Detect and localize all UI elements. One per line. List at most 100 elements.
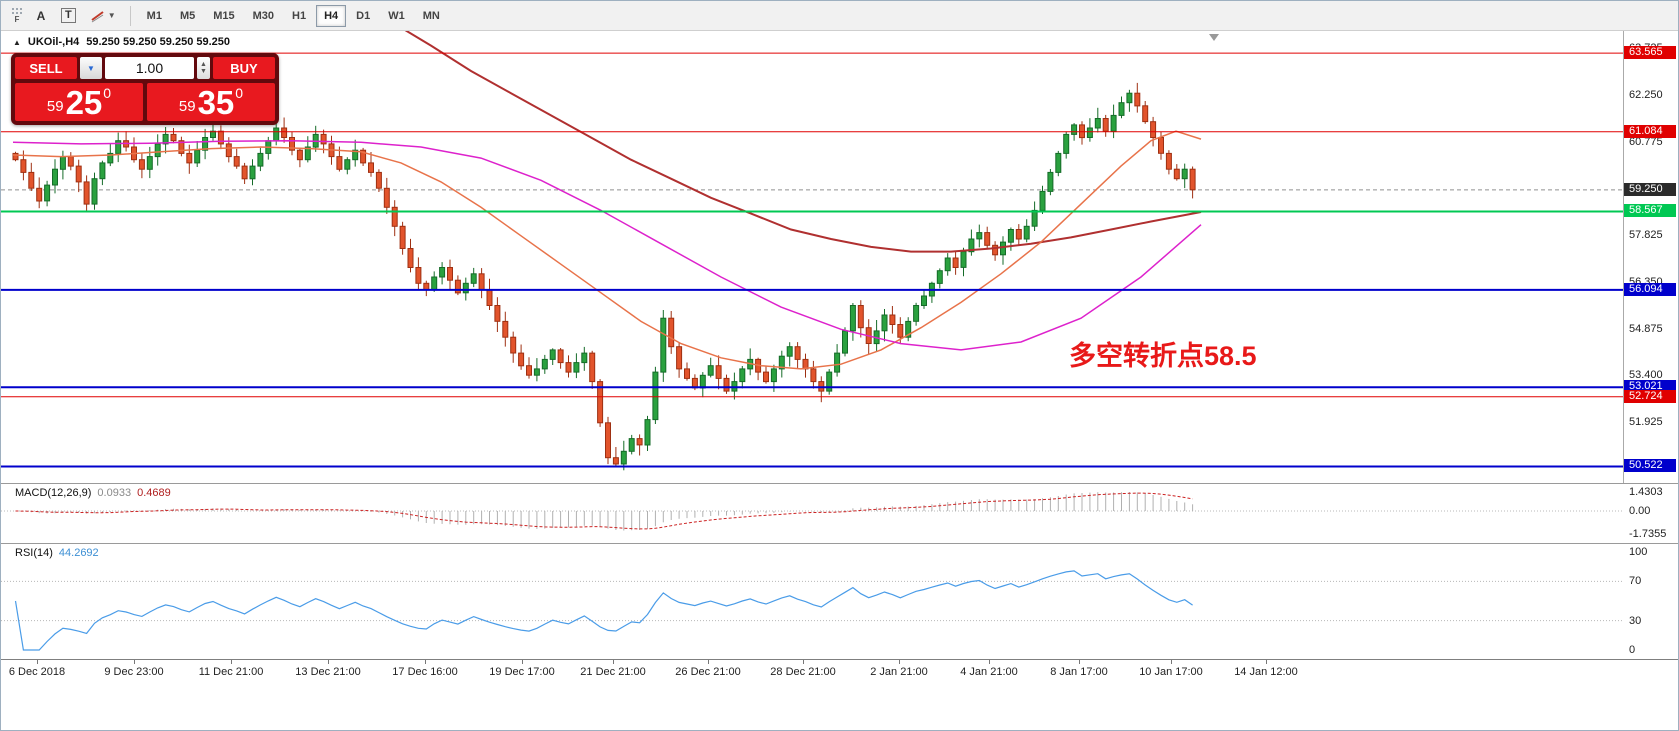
price-level-badge: 61.084 xyxy=(1624,124,1676,138)
slow-ma-red xyxy=(404,31,1202,253)
time-axis[interactable]: 6 Dec 2018 9 Dec 23:00 11 Dec 21:00 13 Dec … xyxy=(1,659,1678,683)
time-axis-label: 13 Dec 21:00 xyxy=(295,666,361,678)
price-axis-label: 60.775 xyxy=(1629,135,1663,148)
price-level-badge: 58.567 xyxy=(1624,204,1676,218)
toolbar: F A T ▼ M1 M5 M15 M30 H1 H4 D1 W1 MN xyxy=(1,1,1678,31)
macd-name: MACD(12,26,9) xyxy=(15,487,92,499)
chart-ohlc-header: ▲ UKOil-,H4 59.250 59.250 59.250 59.250 xyxy=(13,36,230,48)
time-axis-tick xyxy=(1266,660,1267,664)
one-click-trade-panel: SELL ▼ 1.00 ▲ ▼ BUY 59 25 0 xyxy=(11,53,279,125)
line-studies-tool[interactable]: ▼ xyxy=(84,5,122,27)
buy-price-sup: 0 xyxy=(235,85,244,101)
timeframe-button-M30[interactable]: M30 xyxy=(245,5,282,27)
macd-axis-label: 0.00 xyxy=(1629,505,1651,517)
candlestick-canvas[interactable] xyxy=(1,31,1623,483)
chart-annotation-text: 多空转折点58.5 xyxy=(1069,341,1257,371)
buy-price-pips: 35 xyxy=(197,83,235,121)
timeframe-button-H1[interactable]: H1 xyxy=(284,5,314,27)
timeframe-button-W1[interactable]: W1 xyxy=(380,5,413,27)
chevron-down-icon: ▼ xyxy=(107,11,116,20)
price-level-badge: 56.094 xyxy=(1624,282,1676,296)
toolbar-drag-handle[interactable]: F xyxy=(7,5,27,27)
spinner-down-icon[interactable]: ▼ xyxy=(200,68,207,75)
time-axis-label: 17 Dec 16:00 xyxy=(392,666,458,678)
time-axis-tick xyxy=(522,660,523,664)
macd-axis-label: -1.7355 xyxy=(1629,528,1667,541)
toolbar-separator xyxy=(129,5,131,26)
volume-value: 1.00 xyxy=(135,60,164,76)
timeframe-button-M15[interactable]: M15 xyxy=(205,5,242,27)
rsi-name: RSI(14) xyxy=(15,547,53,559)
volume-spinner[interactable]: ▲ ▼ xyxy=(197,57,210,79)
sell-price-pips: 25 xyxy=(65,83,103,121)
time-axis-label: 8 Jan 17:00 xyxy=(1050,666,1108,678)
toolbar-handle-label: F xyxy=(14,15,20,24)
timeframe-button-H4[interactable]: H4 xyxy=(316,4,347,27)
buy-price-main: 59 xyxy=(178,98,196,115)
buy-button[interactable]: BUY xyxy=(213,57,275,79)
time-axis-label: 10 Jan 17:00 xyxy=(1139,666,1203,678)
timeframe-button-D1[interactable]: D1 xyxy=(348,5,378,27)
chart-shift-marker xyxy=(1209,34,1219,41)
time-axis-tick xyxy=(899,660,900,664)
rsi-canvas[interactable] xyxy=(1,544,1623,659)
macd-signal-value: 0.4689 xyxy=(137,487,171,499)
price-level-badge: 52.724 xyxy=(1624,389,1676,403)
text-annotation-tool[interactable]: A xyxy=(29,5,53,27)
price-axis-border xyxy=(1623,31,1624,659)
price-axis-label: 57.825 xyxy=(1629,229,1663,241)
time-axis-tick xyxy=(37,660,38,664)
sell-price-display[interactable]: 59 25 0 xyxy=(15,83,143,121)
timeframe-button-M5[interactable]: M5 xyxy=(172,5,203,27)
time-axis-tick xyxy=(1171,660,1172,664)
trendline-icon xyxy=(91,10,104,22)
symbol-timeframe-label: UKOil-,H4 xyxy=(27,36,80,48)
dropdown-arrow-icon: ▼ xyxy=(87,63,95,73)
time-axis-label: 6 Dec 2018 xyxy=(8,666,66,678)
price-axis-label: 54.875 xyxy=(1629,322,1663,335)
volume-input[interactable]: 1.00 xyxy=(105,57,194,79)
sell-button[interactable]: SELL xyxy=(15,57,77,79)
price-level-badge: 63.565 xyxy=(1624,46,1676,60)
rsi-line xyxy=(14,570,1193,651)
timeframe-button-M1[interactable]: M1 xyxy=(139,5,170,27)
time-axis-tick xyxy=(803,660,804,664)
rsi-axis-label: 70 xyxy=(1629,575,1642,588)
time-axis-label: 2 Jan 21:00 xyxy=(870,666,928,678)
slow-ma-magenta xyxy=(12,139,1202,351)
spinner-up-icon[interactable]: ▲ xyxy=(200,61,207,68)
mid-ma-orange xyxy=(12,130,1202,370)
time-axis-tick xyxy=(134,660,135,664)
price-axis-label: 62.250 xyxy=(1629,88,1663,101)
macd-histogram xyxy=(22,492,1194,531)
time-axis-tick xyxy=(231,660,232,664)
rsi-axis-label: 0 xyxy=(1629,644,1636,656)
volume-dropdown[interactable]: ▼ xyxy=(80,57,102,79)
timeframe-button-MN[interactable]: MN xyxy=(415,5,448,27)
macd-canvas[interactable] xyxy=(1,484,1623,543)
macd-main-value: 0.0933 xyxy=(97,487,132,499)
text-label-tool[interactable]: T xyxy=(55,5,82,27)
time-axis-label: 26 Dec 21:00 xyxy=(675,666,741,678)
macd-panel[interactable]: MACD(12,26,9) 0.0933 0.4689 1.4303 0.00 -1… xyxy=(1,483,1678,543)
price-level-badge: 59.250 xyxy=(1624,182,1676,196)
price-level-badge: 50.522 xyxy=(1624,459,1676,473)
price-axis-label: 51.925 xyxy=(1629,416,1663,428)
time-axis-tick xyxy=(425,660,426,664)
time-axis-label: 4 Jan 21:00 xyxy=(960,666,1018,678)
rsi-value: 44.2692 xyxy=(58,547,99,559)
ohlc-values: 59.250 59.250 59.250 59.250 xyxy=(86,36,231,48)
buy-price-display[interactable]: 59 35 0 xyxy=(147,83,275,121)
timeframe-bar: M1 M5 M15 M30 H1 H4 D1 W1 MN xyxy=(139,4,448,27)
macd-label: MACD(12,26,9) 0.0933 0.4689 xyxy=(15,487,171,499)
time-axis-label: 21 Dec 21:00 xyxy=(580,666,646,678)
rsi-panel[interactable]: RSI(14) 44.2692 100 70 30 0 xyxy=(1,543,1678,659)
rsi-axis-label: 100 xyxy=(1629,546,1648,558)
time-axis-tick xyxy=(708,660,709,664)
price-axis[interactable]: 63.72562.25060.77557.82556.35054.87553.4… xyxy=(1623,31,1678,483)
letter-t-icon: T xyxy=(61,8,76,23)
main-chart-area[interactable]: ▲ UKOil-,H4 59.250 59.250 59.250 59.250 … xyxy=(1,31,1623,483)
time-axis-label: 11 Dec 21:00 xyxy=(198,666,264,678)
time-axis-label: 9 Dec 23:00 xyxy=(104,666,164,678)
